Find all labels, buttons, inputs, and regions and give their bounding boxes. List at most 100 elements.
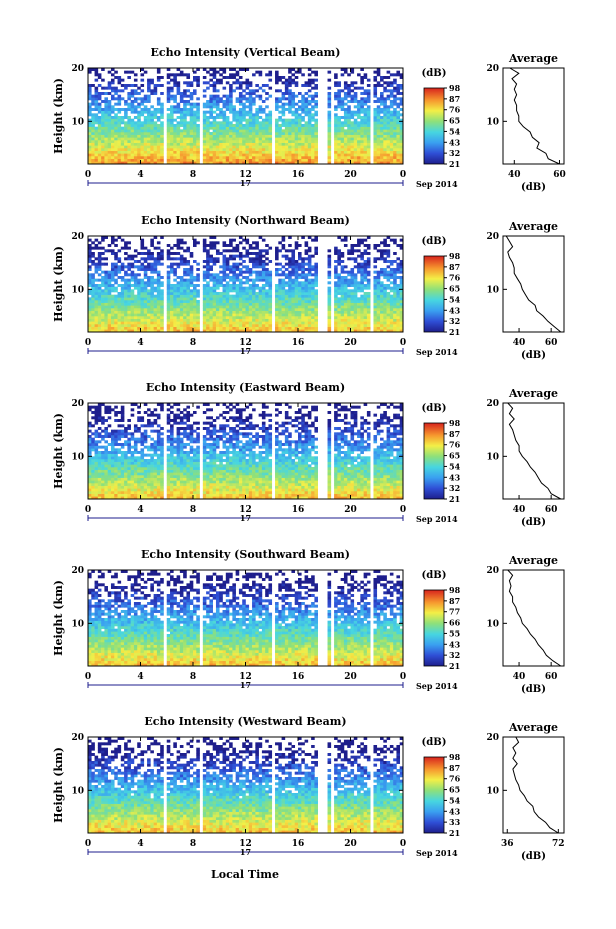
heatmap-cell [360, 326, 364, 330]
heatmap-cell [147, 276, 151, 279]
heatmap-cell [265, 121, 269, 125]
heatmap-cell [284, 142, 289, 146]
heatmap-cell [268, 140, 273, 143]
heatmap-cell [176, 110, 181, 114]
heatmap-cell [288, 281, 292, 285]
heatmap-cell [360, 68, 364, 71]
heatmap-cell [127, 105, 131, 109]
heatmap-cell [137, 326, 141, 330]
heatmap-cell [265, 116, 269, 119]
heatmap-cell [357, 129, 361, 133]
x-tick-label: 4 [137, 338, 143, 348]
heatmap-cell [91, 464, 95, 468]
heatmap-cell [193, 153, 197, 157]
heatmap-cell [202, 284, 207, 287]
heatmap-cell [265, 153, 269, 157]
heatmap-cell [337, 310, 341, 314]
heatmap-cell [275, 145, 279, 149]
heatmap-cell [284, 150, 289, 154]
heatmap-cell [166, 286, 171, 290]
heatmap-cell [193, 308, 197, 311]
heatmap-cell [350, 321, 355, 325]
heatmap-cell [307, 121, 312, 125]
heatmap-cell [101, 318, 105, 322]
heatmap-cell [186, 89, 191, 93]
heatmap-cell [225, 126, 230, 130]
heatmap-cell [255, 150, 259, 154]
heatmap-cell [160, 145, 164, 149]
heatmap-cell [176, 126, 181, 130]
heatmap-cell [229, 156, 233, 159]
heatmap-cell [265, 148, 269, 151]
heatmap-cell [298, 286, 302, 290]
heatmap-cell [294, 297, 299, 301]
heatmap-cell [232, 318, 236, 322]
heatmap-cell [170, 132, 174, 135]
heatmap-cell [261, 292, 266, 295]
heatmap-cell [215, 108, 220, 111]
heatmap-cell [245, 289, 250, 293]
heatmap-cell [176, 124, 181, 127]
heatmap-cell [183, 249, 187, 253]
heatmap-cell [130, 70, 135, 74]
heatmap-cell [94, 100, 99, 103]
heatmap-cell [202, 148, 207, 151]
heatmap-cell [334, 297, 338, 301]
heatmap-cell [238, 132, 243, 135]
heatmap-cell [399, 150, 404, 154]
heatmap-cell [288, 132, 292, 135]
heatmap-cell [124, 121, 128, 125]
heatmap-cell [127, 132, 131, 135]
heatmap-cell [189, 108, 194, 111]
heatmap-cell [278, 148, 282, 151]
heatmap-cell [120, 153, 125, 157]
heatmap-cell [183, 118, 187, 122]
heatmap-cell [258, 134, 263, 138]
heatmap-cell [202, 241, 207, 245]
heatmap-cell [357, 254, 361, 258]
heatmap-cell [357, 281, 361, 285]
heatmap-cell [343, 265, 348, 269]
heatmap-cell [252, 270, 256, 274]
heatmap-cell [117, 116, 122, 119]
heatmap-cell [176, 281, 181, 285]
heatmap-cell [284, 158, 289, 162]
heatmap-cell [176, 326, 181, 330]
heatmap-cell [219, 270, 223, 274]
heatmap-cell [307, 270, 312, 274]
heatmap-cell [380, 153, 384, 157]
heatmap-cell [389, 121, 394, 125]
heatmap-cell [294, 281, 299, 285]
heatmap-cell [298, 100, 302, 103]
heatmap-cell [202, 316, 207, 319]
heatmap-cell [242, 281, 246, 285]
heatmap-cell [104, 137, 108, 141]
heatmap-cell [248, 289, 253, 293]
heatmap-cell [140, 262, 145, 266]
heatmap-cell [110, 289, 115, 293]
heatmap-cell [176, 121, 181, 125]
heatmap-cell [107, 100, 112, 103]
heatmap-cell [383, 316, 387, 319]
heatmap-cell [334, 76, 338, 79]
heatmap-cell [189, 289, 194, 293]
heatmap-cell [150, 113, 154, 117]
heatmap-cell [347, 249, 351, 253]
heatmap-cell [252, 300, 256, 303]
heatmap-cell [215, 252, 220, 255]
heatmap-cell [304, 244, 309, 247]
heatmap-cell [301, 153, 305, 157]
heatmap-cell [380, 100, 384, 103]
heatmap-cell [363, 116, 368, 119]
heatmap-cell [127, 140, 131, 143]
x-tick-label: 20 [344, 170, 357, 180]
heatmap-cell [107, 286, 112, 290]
heatmap-cell [229, 302, 233, 306]
heatmap-cell [298, 316, 302, 319]
heatmap-cell [140, 252, 145, 255]
heatmap-cell [88, 148, 92, 151]
heatmap-cell [124, 84, 128, 87]
heatmap-cell [124, 142, 128, 146]
heatmap-cell [396, 132, 401, 135]
heatmap-cell [245, 300, 250, 303]
